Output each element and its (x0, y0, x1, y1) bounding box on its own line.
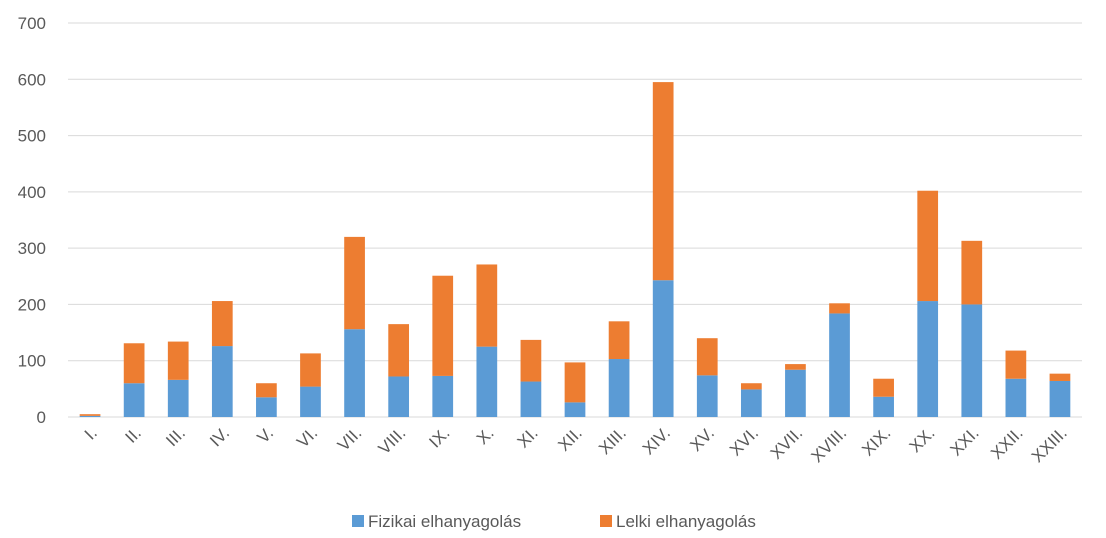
y-tick-label: 600 (18, 70, 46, 89)
legend-label: Fizikai elhanyagolás (368, 512, 521, 531)
bar-segment-fizikai (740, 389, 762, 417)
bar-segment-lelki (873, 378, 894, 397)
bar-segment-fizikai (1049, 380, 1071, 417)
x-tick-label: II. (122, 423, 145, 446)
y-tick-label: 100 (18, 352, 46, 371)
bar-segment-fizikai (211, 346, 233, 417)
bar-segment-lelki (344, 236, 365, 330)
x-tick-label: III. (162, 423, 189, 450)
bar-segment-lelki (167, 341, 189, 380)
x-tick-label: XXIII. (1028, 423, 1071, 466)
bar-segment-lelki (388, 324, 410, 377)
bar-segment-fizikai (961, 304, 983, 417)
bar-segment-fizikai (785, 369, 806, 417)
x-tick-label: IX. (425, 423, 453, 451)
bar-segment-fizikai (167, 379, 189, 417)
x-tick-label: IV. (206, 423, 233, 450)
bar-segment-fizikai (564, 402, 586, 417)
bar-segment-lelki (696, 338, 718, 376)
x-tick-label: XIV. (639, 423, 674, 458)
bar-segment-lelki (476, 264, 498, 347)
bar-segment-fizikai (1005, 378, 1027, 417)
y-tick-label: 300 (18, 239, 46, 258)
bars (79, 82, 1071, 417)
bar-segment-fizikai (300, 386, 321, 417)
bar-segment-lelki (123, 343, 145, 384)
bar-segment-fizikai (608, 359, 630, 417)
x-tick-label: XX. (906, 423, 939, 456)
bar-segment-lelki (564, 362, 586, 403)
y-tick-label: 400 (18, 183, 46, 202)
x-tick-label: XVIII. (808, 423, 851, 466)
x-tick-label: VIII. (375, 423, 410, 458)
bar-segment-fizikai (344, 329, 365, 417)
bar-segment-fizikai (873, 396, 894, 417)
x-tick-label: XIX. (858, 423, 894, 459)
bar-segment-lelki (211, 301, 233, 347)
x-tick-label: XVI. (726, 423, 762, 459)
y-tick-label: 0 (37, 408, 46, 427)
bar-segment-fizikai (79, 415, 101, 417)
x-tick-label: XXII. (987, 423, 1026, 462)
bar-segment-fizikai (432, 375, 454, 417)
x-tick-label: XV. (686, 423, 718, 455)
y-tick-label: 200 (18, 295, 46, 314)
bar-segment-lelki (300, 353, 321, 387)
y-tick-label: 700 (18, 14, 46, 33)
x-tick-label: XII. (554, 423, 585, 454)
bar-segment-fizikai (123, 383, 145, 417)
bar-segment-lelki (740, 383, 762, 390)
y-axis-tick-labels: 0 100 200 300 400 500 600 700 (18, 14, 46, 427)
bar-segment-fizikai (476, 346, 498, 417)
bar-segment-lelki (961, 240, 983, 305)
legend: Fizikai elhanyagolás Lelki elhanyagolás (352, 512, 756, 531)
x-axis-tick-labels: I. II. III. IV. V. VI. VII. VIII. IX. X. XI. XII. XI… (81, 423, 1071, 466)
legend-swatch (600, 515, 612, 527)
x-tick-label: XXI. (946, 423, 982, 459)
bar-segment-fizikai (696, 375, 718, 417)
bar-segment-lelki (652, 82, 674, 281)
x-tick-label: X. (473, 423, 498, 448)
x-tick-label: VI. (293, 423, 321, 451)
x-tick-label: I. (81, 423, 101, 443)
bar-segment-lelki (785, 364, 806, 370)
bar-segment-fizikai (520, 381, 542, 417)
y-tick-label: 500 (18, 127, 46, 146)
bar-segment-fizikai (256, 397, 277, 417)
bar-segment-fizikai (917, 301, 939, 417)
x-tick-label: V. (254, 423, 278, 447)
legend-label: Lelki elhanyagolás (616, 512, 756, 531)
x-tick-label: XIII. (595, 423, 630, 458)
bar-segment-fizikai (829, 313, 850, 417)
bar-segment-fizikai (652, 280, 674, 417)
x-tick-label: VII. (334, 423, 365, 454)
bar-segment-fizikai (388, 376, 410, 417)
bar-segment-lelki (829, 303, 850, 314)
gridlines (68, 22, 1082, 418)
x-tick-label: XI. (514, 423, 542, 451)
bar-segment-lelki (79, 414, 101, 416)
bar-segment-lelki (256, 383, 277, 398)
bar-segment-lelki (1005, 350, 1027, 379)
bar-segment-lelki (608, 321, 630, 360)
bar-segment-lelki (917, 190, 939, 302)
legend-swatch (352, 515, 364, 527)
bar-segment-lelki (1049, 373, 1071, 381)
x-tick-label: XVII. (767, 423, 806, 462)
bar-segment-lelki (432, 275, 454, 376)
bar-segment-lelki (520, 339, 542, 382)
